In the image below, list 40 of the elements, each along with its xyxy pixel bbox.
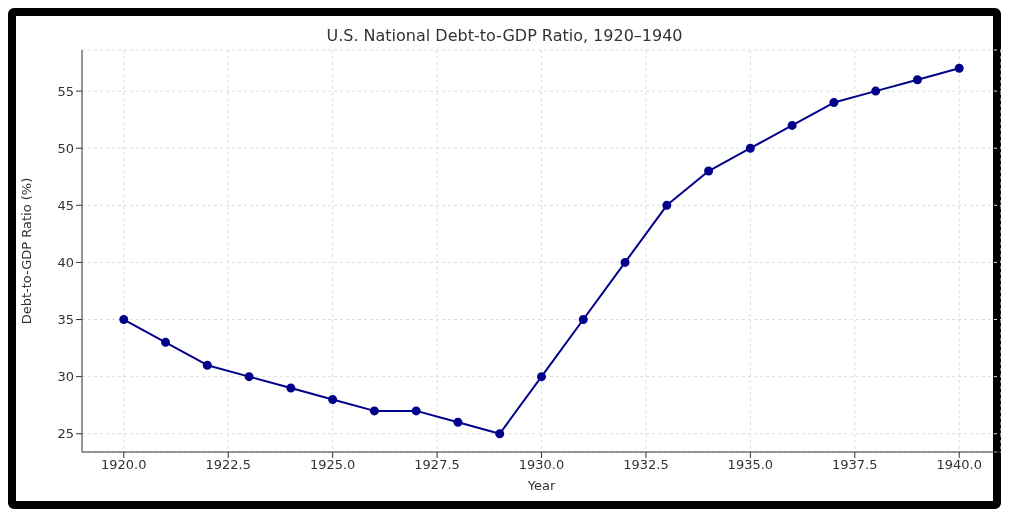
point xyxy=(328,394,338,404)
point xyxy=(411,406,421,416)
x-tick-label: 1930.0 xyxy=(518,457,565,473)
point xyxy=(369,406,379,416)
point xyxy=(912,75,922,85)
x-axis-title: Year xyxy=(526,478,556,493)
point xyxy=(537,372,546,382)
point xyxy=(453,417,463,427)
point xyxy=(829,98,839,108)
x-tick-label: 1925.0 xyxy=(309,457,356,473)
y-tick-label: 45 xyxy=(57,197,74,213)
y-tick-label: 25 xyxy=(57,426,74,442)
point xyxy=(244,372,254,382)
point xyxy=(662,200,672,210)
point xyxy=(787,120,797,130)
point xyxy=(202,360,212,370)
point xyxy=(954,63,964,73)
x-tick-label: 1927.5 xyxy=(414,457,460,473)
y-tick-label: 55 xyxy=(57,83,74,99)
x-tick-label: 1935.0 xyxy=(727,457,774,473)
point xyxy=(871,86,881,96)
point xyxy=(704,166,714,176)
y-tick-label: 50 xyxy=(57,140,74,156)
x-tick-label: 1940.0 xyxy=(936,457,982,473)
x-tick-label: 1932.5 xyxy=(623,457,669,473)
point xyxy=(620,257,630,267)
point xyxy=(161,337,171,347)
y-tick-label: 40 xyxy=(57,255,74,271)
y-axis-title: Debt-to-GDP Ratio (%) xyxy=(18,177,34,325)
x-tick-label: 1920.0 xyxy=(101,457,147,473)
y-tick-label: 35 xyxy=(57,312,74,328)
x-tick-label: 1922.5 xyxy=(205,457,251,473)
point xyxy=(745,143,755,153)
x-tick-label: 1937.5 xyxy=(832,457,878,473)
point xyxy=(119,315,129,325)
point xyxy=(495,429,505,439)
point xyxy=(578,315,588,325)
point xyxy=(286,383,296,393)
y-tick-label: 30 xyxy=(57,369,74,385)
chart-title: U.S. National Debt-to-GDP Ratio, 1920–1940 xyxy=(325,26,684,45)
